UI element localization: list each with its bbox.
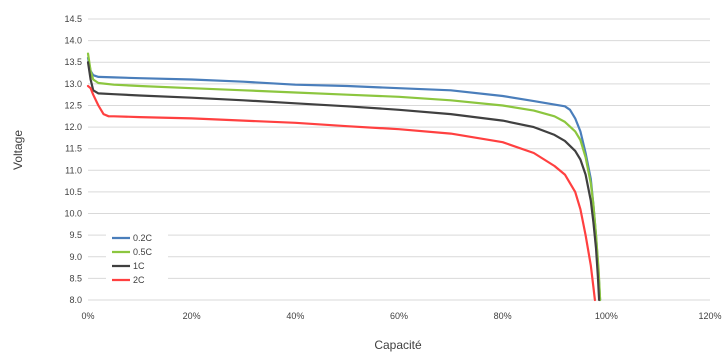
y-tick-label: 13.5: [64, 57, 82, 67]
y-tick-label: 13.0: [64, 79, 82, 89]
y-tick-label: 9.0: [69, 252, 82, 262]
series-line-1C: [86, 61, 601, 302]
y-tick-label: 8.0: [69, 295, 82, 305]
y-axis-ticks: 8.0 8.5 9.0 9.5 10.0 10.5 11.0 11.5 12.0 12.5 13.0…: [64, 14, 82, 305]
series-line-0.5C: [86, 52, 602, 302]
y-tick-label: 9.5: [69, 230, 82, 240]
legend-label-1C: 1C: [133, 261, 145, 271]
legend-label-0.5C: 0.5C: [133, 247, 153, 257]
grid: [88, 18, 710, 301]
legend-label-2C: 2C: [133, 275, 145, 285]
y-tick-label: 10.5: [64, 187, 82, 197]
legend-label-0.2C: 0.2C: [133, 233, 153, 243]
y-tick-label: 11.5: [65, 144, 82, 154]
y-tick-label: 10.0: [64, 209, 82, 219]
y-tick-label: 12.0: [64, 122, 82, 132]
x-tick-label: 80%: [494, 311, 512, 321]
y-tick-label: 14.0: [64, 36, 82, 46]
series-lines: [86, 52, 602, 302]
x-tick-label: 120%: [698, 311, 721, 321]
x-tick-label: 40%: [286, 311, 304, 321]
x-axis-ticks: 0% 20% 40% 60% 80% 100% 120%: [81, 311, 721, 321]
x-axis-label: Capacité: [374, 338, 422, 352]
y-tick-label: 11.0: [65, 165, 82, 175]
x-tick-label: 0%: [81, 311, 94, 321]
y-tick-label: 8.5: [69, 273, 82, 283]
legend: 0.2C 0.5C 1C 2C: [106, 228, 168, 294]
y-tick-label: 12.5: [64, 100, 82, 110]
y-axis-label: Voltage: [11, 130, 25, 170]
x-tick-label: 20%: [183, 311, 201, 321]
x-tick-label: 60%: [390, 311, 408, 321]
series-line-2C: [86, 84, 596, 302]
y-tick-label: 14.5: [64, 14, 82, 24]
x-tick-label: 100%: [595, 311, 618, 321]
